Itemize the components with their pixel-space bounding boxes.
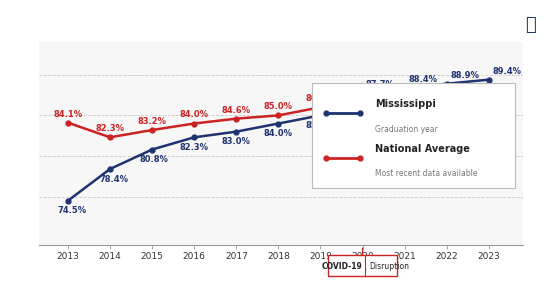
Text: 84.6%: 84.6% xyxy=(222,105,251,114)
Text: 84.0%: 84.0% xyxy=(264,129,293,138)
Text: 78.4%: 78.4% xyxy=(100,175,129,184)
Text: COVID-19: COVID-19 xyxy=(322,262,362,271)
Text: 84.0%: 84.0% xyxy=(180,111,208,120)
Text: 82.3%: 82.3% xyxy=(96,124,124,133)
Text: Disruption: Disruption xyxy=(370,262,410,271)
Text: 83.2%: 83.2% xyxy=(138,117,167,126)
FancyBboxPatch shape xyxy=(312,83,515,188)
Text: Mississippi: Mississippi xyxy=(375,99,436,109)
Text: 86.0%: 86.0% xyxy=(306,94,335,103)
Text: 80.8%: 80.8% xyxy=(140,155,168,164)
Text: Graduation year: Graduation year xyxy=(375,125,438,134)
Text: 82.3%: 82.3% xyxy=(180,143,208,152)
Text: National Average: National Average xyxy=(375,144,470,154)
Text: 88.9%: 88.9% xyxy=(450,71,479,80)
Text: 85.0%: 85.0% xyxy=(306,121,335,130)
Text: 83.0%: 83.0% xyxy=(222,137,251,146)
Text: 84.1%: 84.1% xyxy=(53,110,82,119)
Text: 74.5%: 74.5% xyxy=(57,206,86,215)
Text: Most recent data available: Most recent data available xyxy=(375,169,477,178)
Text: 🎓: 🎓 xyxy=(525,16,536,34)
Text: 89.4%: 89.4% xyxy=(492,67,521,76)
Text: Mississippi’s Graduation Rate: Mississippi’s Graduation Rate xyxy=(14,21,282,36)
Text: 87.7%: 87.7% xyxy=(366,80,395,89)
Text: 88.4%: 88.4% xyxy=(408,75,437,84)
Text: 85.0%: 85.0% xyxy=(264,102,293,111)
Text: 86.5%: 86.5% xyxy=(366,109,395,118)
